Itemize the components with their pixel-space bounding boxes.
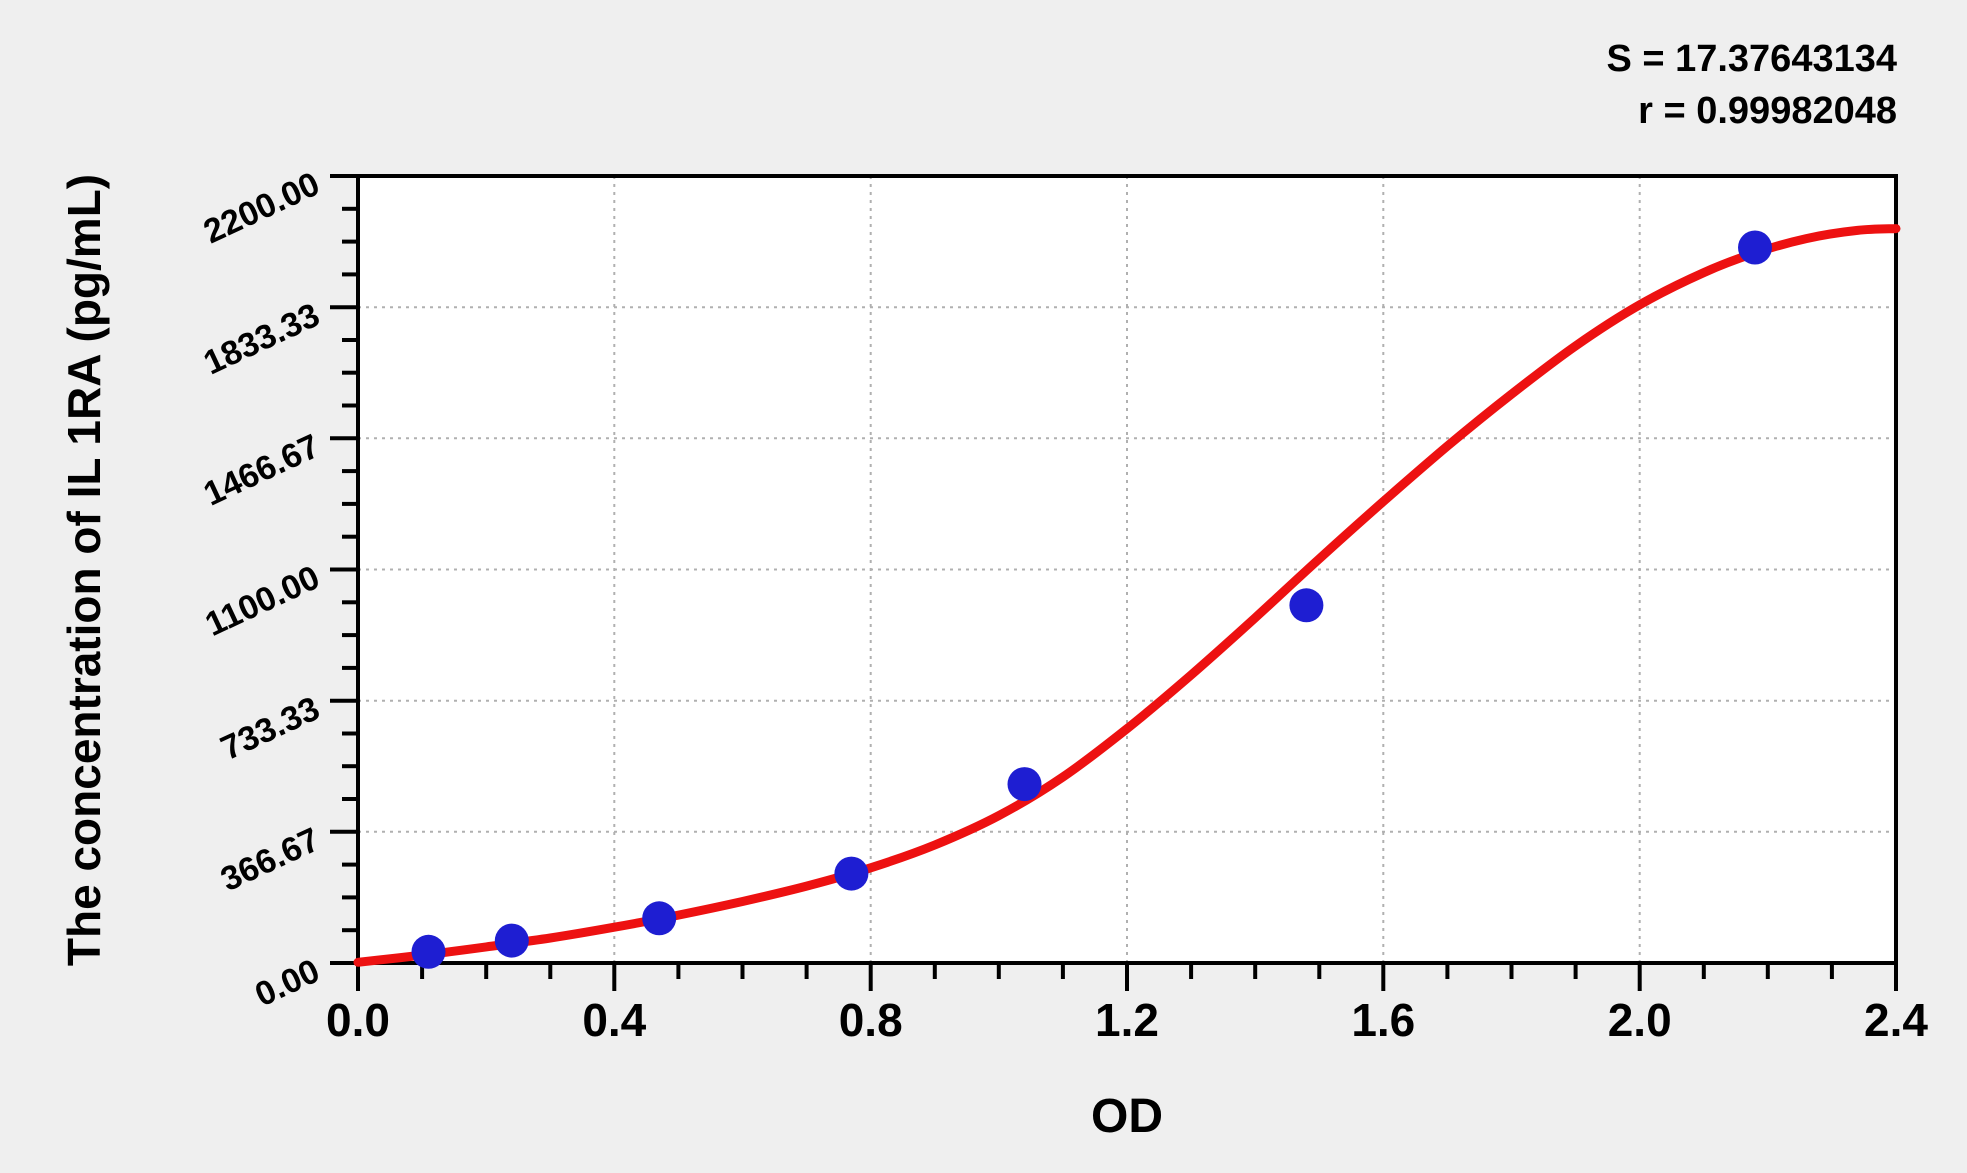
y-tick-label: 0.00 — [249, 952, 325, 1014]
data-points — [411, 230, 1772, 969]
x-tick-label: 1.6 — [1351, 994, 1415, 1046]
x-tick-label: 0.4 — [582, 994, 646, 1046]
x-tick-label: 1.2 — [1095, 994, 1159, 1046]
axis-ticks — [330, 174, 1898, 991]
plot-frame — [356, 174, 1898, 965]
data-point — [1738, 230, 1772, 265]
data-point — [642, 901, 677, 936]
y-tick-label: 733.33 — [215, 690, 325, 768]
data-point — [411, 934, 446, 969]
data-point — [834, 856, 869, 891]
y-tick-label: 1466.67 — [198, 427, 325, 513]
stats-r-value: r = 0.99982048 — [1638, 90, 1897, 132]
y-tick-label: 2200.00 — [198, 165, 325, 251]
x-tick-label: 0.8 — [839, 994, 903, 1046]
x-tick-label: 2.0 — [1608, 994, 1672, 1046]
y-tick-label: 1833.33 — [198, 296, 325, 382]
stats-s-value: S = 17.37643134 — [1606, 38, 1897, 80]
data-point — [1289, 588, 1324, 623]
y-tick-labels: 0.00 366.67 733.33 1100.00 1466.67 1833.33 220… — [198, 165, 325, 1014]
y-tick-label: 366.67 — [215, 821, 325, 899]
fit-curve — [353, 224, 1901, 967]
x-axis-title: OD — [1091, 1090, 1163, 1143]
gridlines — [358, 176, 1896, 963]
x-tick-label: 0.0 — [326, 994, 390, 1046]
data-point — [1007, 767, 1042, 802]
x-tick-label: 2.4 — [1864, 994, 1928, 1046]
data-point — [494, 923, 529, 958]
y-axis-title: The concentration of IL 1RA (pg/mL) — [58, 174, 110, 966]
x-tick-labels: 0.0 0.4 0.8 1.2 1.6 2.0 2.4 — [326, 994, 1928, 1046]
y-tick-label: 1100.00 — [200, 558, 326, 644]
